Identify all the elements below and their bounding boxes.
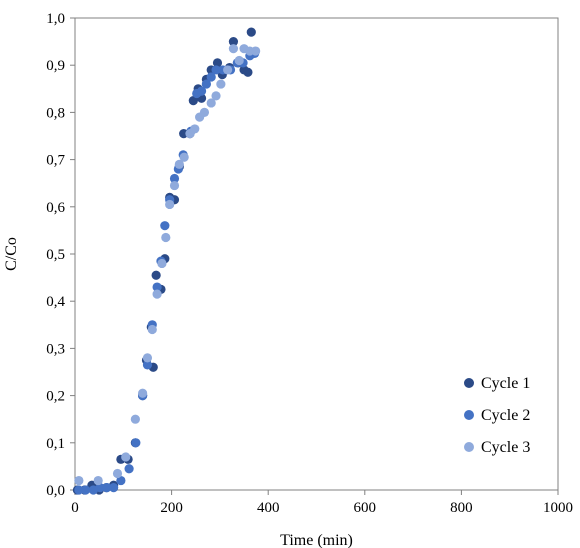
data-point bbox=[196, 86, 207, 96]
data-point bbox=[199, 107, 210, 117]
legend-label: Cycle 3 bbox=[481, 439, 530, 456]
y-tick-label: 0,9 bbox=[46, 58, 65, 74]
data-point bbox=[116, 475, 126, 486]
data-point bbox=[211, 65, 221, 75]
data-point bbox=[211, 91, 221, 101]
legend: Cycle 1 Cycle 2 Cycle 3 bbox=[464, 375, 530, 456]
legend-item-cycle-2: Cycle 2 bbox=[464, 407, 530, 424]
data-point bbox=[112, 468, 123, 479]
data-point bbox=[228, 37, 239, 47]
data-point bbox=[246, 27, 256, 37]
data-point bbox=[228, 44, 239, 54]
y-tick-label: 0,7 bbox=[46, 153, 65, 169]
x-tick-label: 800 bbox=[450, 500, 473, 516]
y-tick-label: 1,0 bbox=[46, 11, 65, 27]
y-axis: 0,0 0,1 0,2 0,3 0,4 0,5 0,6 0,7 0,8 0,9 1,0 bbox=[46, 11, 75, 499]
data-point bbox=[157, 258, 167, 269]
legend-marker bbox=[464, 410, 474, 420]
x-tick-label: 1000 bbox=[543, 500, 573, 516]
legend-item-cycle-3: Cycle 3 bbox=[464, 439, 530, 456]
data-point bbox=[95, 483, 105, 493]
y-tick-label: 0,2 bbox=[46, 389, 65, 405]
data-point bbox=[142, 360, 153, 370]
data-point bbox=[201, 79, 211, 89]
data-point bbox=[138, 388, 148, 398]
data-point bbox=[165, 199, 175, 210]
series-cycle-3 bbox=[74, 44, 261, 486]
data-point bbox=[124, 464, 134, 474]
data-point bbox=[161, 232, 171, 243]
data-point bbox=[206, 98, 216, 108]
x-tick-label: 400 bbox=[257, 500, 280, 516]
data-point bbox=[109, 483, 119, 493]
data-point bbox=[234, 55, 244, 66]
legend-marker bbox=[464, 378, 474, 388]
data-point bbox=[212, 58, 223, 68]
data-point bbox=[160, 221, 170, 231]
data-point bbox=[251, 46, 261, 56]
data-point bbox=[102, 483, 112, 493]
data-point bbox=[223, 65, 233, 75]
x-tick-label: 0 bbox=[71, 500, 79, 516]
data-point bbox=[190, 124, 200, 134]
data-point bbox=[74, 485, 84, 495]
data-point bbox=[93, 475, 103, 486]
data-point bbox=[81, 485, 91, 495]
series-cycle-2 bbox=[74, 48, 260, 495]
y-tick-label: 0,0 bbox=[46, 483, 65, 499]
data-point bbox=[169, 173, 180, 184]
x-axis: 0 200 400 600 800 1000 bbox=[71, 490, 573, 516]
data-point bbox=[243, 67, 253, 77]
data-point bbox=[151, 270, 161, 280]
data-point bbox=[121, 452, 131, 462]
data-point bbox=[130, 414, 140, 424]
y-axis-title: C/Co bbox=[3, 237, 20, 271]
legend-marker bbox=[464, 442, 474, 452]
data-points bbox=[72, 27, 261, 495]
legend-label: Cycle 1 bbox=[481, 375, 530, 392]
data-point bbox=[188, 96, 198, 106]
y-tick-label: 0,1 bbox=[46, 436, 65, 452]
y-tick-label: 0,5 bbox=[46, 247, 65, 263]
data-point bbox=[216, 79, 226, 89]
data-point bbox=[179, 152, 189, 162]
legend-item-cycle-1: Cycle 1 bbox=[464, 375, 530, 392]
data-point bbox=[206, 72, 216, 82]
y-tick-label: 0,8 bbox=[46, 105, 65, 121]
data-point bbox=[152, 282, 162, 292]
y-tick-label: 0,6 bbox=[46, 200, 65, 216]
x-tick-label: 600 bbox=[354, 500, 377, 516]
data-point bbox=[174, 159, 184, 169]
data-point bbox=[142, 353, 153, 363]
legend-label: Cycle 2 bbox=[481, 407, 530, 424]
x-tick-label: 200 bbox=[160, 500, 183, 516]
data-point bbox=[147, 324, 157, 335]
y-tick-label: 0,4 bbox=[46, 294, 65, 310]
data-point bbox=[169, 180, 180, 191]
data-point bbox=[152, 289, 162, 299]
y-tick-label: 0,3 bbox=[46, 341, 65, 357]
x-axis-title: Time (min) bbox=[280, 532, 353, 548]
data-point bbox=[131, 438, 141, 448]
data-point bbox=[74, 475, 84, 486]
